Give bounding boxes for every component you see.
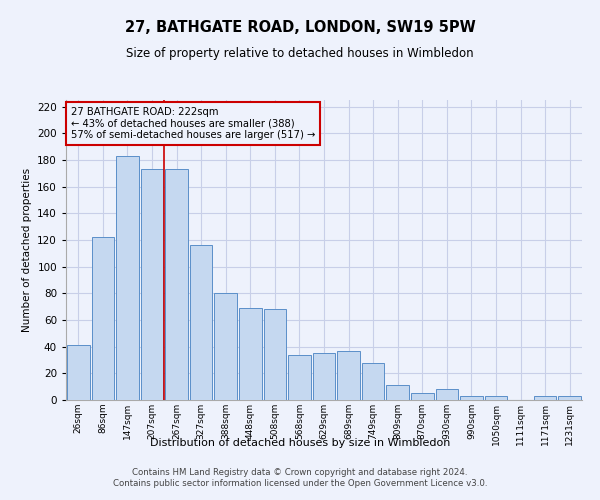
Text: 27, BATHGATE ROAD, LONDON, SW19 5PW: 27, BATHGATE ROAD, LONDON, SW19 5PW: [125, 20, 475, 35]
Bar: [92, 238, 114, 400]
Bar: [386, 386, 409, 400]
Text: Contains HM Land Registry data © Crown copyright and database right 2024.
Contai: Contains HM Land Registry data © Crown c…: [113, 468, 487, 487]
Bar: [485, 396, 508, 400]
Bar: [214, 294, 237, 400]
Text: Size of property relative to detached houses in Wimbledon: Size of property relative to detached ho…: [126, 48, 474, 60]
Bar: [411, 394, 434, 400]
Bar: [534, 396, 556, 400]
Bar: [362, 362, 385, 400]
Text: 27 BATHGATE ROAD: 222sqm
← 43% of detached houses are smaller (388)
57% of semi-: 27 BATHGATE ROAD: 222sqm ← 43% of detach…: [71, 106, 315, 140]
Bar: [313, 354, 335, 400]
Bar: [239, 308, 262, 400]
Bar: [190, 246, 212, 400]
Y-axis label: Number of detached properties: Number of detached properties: [22, 168, 32, 332]
Bar: [263, 310, 286, 400]
Bar: [559, 396, 581, 400]
Text: Distribution of detached houses by size in Wimbledon: Distribution of detached houses by size …: [150, 438, 450, 448]
Bar: [337, 350, 360, 400]
Bar: [460, 396, 483, 400]
Bar: [288, 354, 311, 400]
Bar: [116, 156, 139, 400]
Bar: [436, 390, 458, 400]
Bar: [140, 170, 163, 400]
Bar: [67, 346, 89, 400]
Bar: [165, 170, 188, 400]
